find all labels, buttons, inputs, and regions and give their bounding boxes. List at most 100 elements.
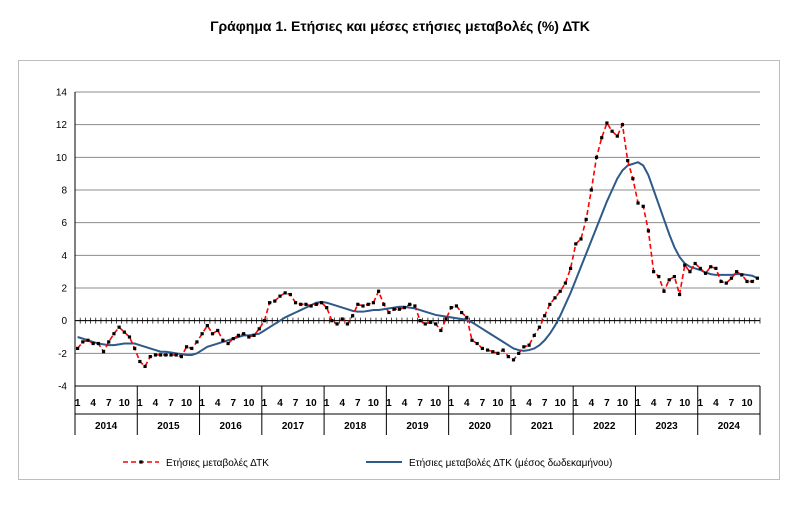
data-point-marker [247, 335, 251, 339]
data-point-marker [153, 353, 158, 357]
data-point-marker [755, 276, 760, 280]
data-point-marker [543, 314, 547, 318]
month-tick-label: 1 [199, 398, 205, 409]
month-tick-label: 4 [713, 398, 719, 409]
data-point-marker [138, 359, 142, 364]
data-point-marker [184, 345, 189, 349]
month-tick-label: 4 [589, 398, 595, 409]
month-tick-label: 10 [741, 398, 753, 409]
data-point-marker [750, 279, 754, 284]
data-point-marker [729, 276, 734, 280]
y-tick-label: 6 [61, 218, 67, 229]
data-point-marker [636, 201, 640, 205]
data-point-marker [397, 307, 401, 311]
data-point-marker [698, 266, 702, 270]
month-tick-label: 7 [604, 398, 610, 409]
data-point-marker [340, 317, 344, 321]
data-point-marker [620, 123, 625, 127]
year-label: 2023 [655, 421, 678, 432]
data-point-marker [309, 304, 313, 308]
data-point-marker [657, 274, 661, 279]
data-point-marker [169, 353, 173, 357]
month-tick-label: 1 [75, 398, 81, 409]
data-point-marker [418, 319, 422, 323]
chart-frame: -4 -2 0 2 4 6 8 10 12 14 1 4 7 10 2014 1 4 7 10 2015 1 4 7 10 20… [18, 60, 780, 480]
year-label: 2014 [95, 421, 118, 432]
month-tick-label: 7 [417, 398, 423, 409]
data-point-marker [190, 346, 194, 351]
data-point-marker [454, 304, 459, 308]
data-point-marker [387, 310, 391, 315]
legend-label-average: Ετήσιες μεταβολές ΔΤΚ (μέσος δωδεκαμήνου… [409, 457, 612, 469]
y-tick-label: 4 [61, 251, 67, 262]
year-label: 2019 [406, 421, 429, 432]
data-point-marker [117, 325, 121, 329]
data-point-marker [402, 306, 407, 310]
data-point-marker [439, 328, 443, 333]
data-point-marker [709, 265, 713, 269]
data-point-marker [693, 261, 697, 266]
data-point-marker [465, 315, 469, 319]
data-point-marker [86, 338, 90, 342]
month-tick-label: 10 [181, 398, 193, 409]
data-point-marker [491, 350, 495, 354]
y-tick-label: 8 [61, 186, 67, 197]
y-tick-label: 12 [56, 120, 68, 131]
y-tick-label: 0 [61, 316, 67, 327]
data-point-marker [610, 129, 614, 133]
data-point-marker [496, 351, 500, 355]
data-point-marker [517, 351, 521, 355]
data-point-marker [376, 289, 381, 293]
data-point-marker [527, 343, 531, 347]
data-point-marker [568, 266, 573, 270]
data-point-marker [195, 340, 199, 344]
data-point-marker [174, 353, 178, 357]
data-point-marker [605, 121, 609, 125]
data-point-marker [226, 341, 230, 346]
data-point-marker [537, 325, 542, 329]
month-tick-label: 7 [230, 398, 236, 409]
data-point-marker [231, 337, 235, 341]
data-point-marker [662, 289, 666, 293]
data-point-marker [288, 292, 292, 297]
data-point-marker [480, 346, 484, 351]
month-tick-label: 1 [386, 398, 392, 409]
data-point-marker [740, 273, 744, 277]
year-label: 2020 [469, 421, 492, 432]
chart-title: Γράφημα 1. Ετήσιες και μέσες ετήσιες μετ… [210, 18, 590, 34]
data-point-marker [444, 317, 448, 321]
data-point-marker [273, 299, 277, 303]
data-point-marker [330, 319, 334, 323]
data-point-marker [548, 302, 552, 306]
data-point-marker [460, 310, 464, 315]
data-point-marker [558, 289, 562, 293]
data-point-marker [314, 302, 318, 306]
data-point-marker [205, 323, 209, 328]
month-tick-label: 10 [617, 398, 629, 409]
data-point-marker [428, 320, 433, 324]
month-tick-label: 7 [542, 398, 548, 409]
month-tick-label: 7 [666, 398, 672, 409]
month-tick-label: 7 [293, 398, 299, 409]
data-point-marker [408, 302, 412, 306]
legend-label-annual: Ετήσιες μεταβολές ΔΤΚ [166, 457, 269, 469]
data-point-marker [677, 292, 682, 297]
month-tick-label: 1 [511, 398, 517, 409]
data-point-marker [631, 176, 635, 181]
year-label: 2015 [157, 421, 180, 432]
year-label: 2024 [718, 421, 741, 432]
data-point-marker [724, 281, 728, 285]
data-point-marker [210, 332, 215, 336]
data-point-marker [96, 341, 100, 346]
data-point-marker [319, 301, 324, 305]
data-point-marker [703, 271, 708, 275]
data-point-marker [361, 304, 365, 308]
y-tick-label: 2 [61, 284, 67, 295]
data-point-marker [216, 328, 220, 333]
data-point-marker [101, 350, 106, 354]
month-tick-label: 10 [679, 398, 691, 409]
month-tick-label: 4 [90, 398, 96, 409]
data-point-marker [553, 296, 557, 300]
month-tick-label: 4 [339, 398, 345, 409]
data-point-marker [413, 304, 417, 308]
